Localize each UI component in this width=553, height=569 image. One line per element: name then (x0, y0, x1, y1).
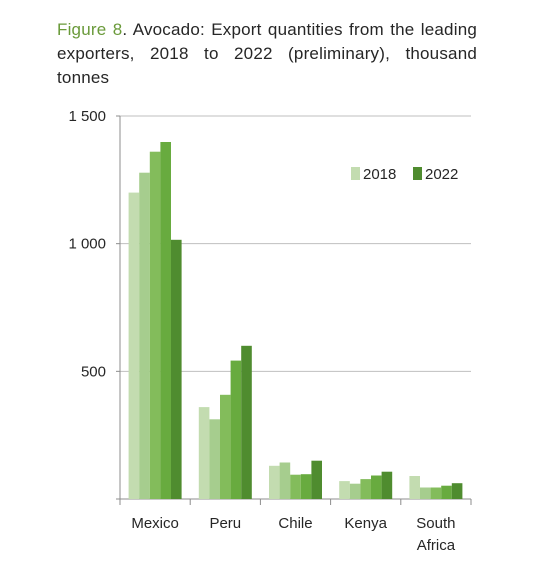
legend-label-2022: 2022 (425, 166, 458, 183)
bar-chile-2020 (290, 474, 301, 499)
bar-mexico-2018 (128, 192, 140, 499)
legend-label-2018: 2018 (363, 166, 396, 183)
bar-mexico-2020 (149, 151, 161, 499)
bar-peru-2019 (209, 419, 220, 499)
figure-label: Figure 8 (57, 20, 123, 39)
x-tick-label: South Africa (416, 515, 455, 554)
bar-chile-2018 (269, 465, 280, 499)
bar-south-africa-2019 (420, 487, 431, 499)
bar-south-africa-2018 (409, 476, 420, 499)
x-tick-label: Chile (278, 515, 312, 532)
bar-chile-2019 (279, 462, 291, 499)
bar-kenya-2020 (360, 479, 371, 499)
bar-chile-2022 (311, 460, 322, 499)
x-tick-label: Peru (209, 515, 241, 532)
y-tick-label: 1 000 (68, 236, 106, 253)
bar-kenya-2021 (371, 475, 382, 499)
title-text: . Avocado: Export quantities from the le… (57, 20, 477, 87)
x-tick-label: Mexico (131, 515, 179, 532)
bar-peru-2021 (230, 360, 242, 499)
bar-kenya-2018 (339, 481, 350, 499)
bar-south-africa-2020 (430, 487, 442, 499)
bar-peru-2022 (241, 345, 252, 499)
bar-south-africa-2021 (441, 485, 452, 499)
bar-mexico-2019 (139, 172, 150, 499)
bar-chile-2021 (300, 474, 312, 499)
bar-mexico-2021 (160, 142, 171, 499)
bar-kenya-2022 (381, 471, 393, 499)
x-tick-label: Kenya (344, 515, 387, 532)
chart-title: Figure 8. Avocado: Export quantities fro… (57, 18, 477, 90)
bar-peru-2020 (220, 394, 231, 499)
bar-peru-2018 (198, 407, 210, 499)
y-tick-label: 500 (81, 363, 106, 380)
bar-kenya-2019 (349, 483, 361, 499)
bar-south-africa-2022 (451, 483, 463, 499)
bar-mexico-2022 (171, 239, 182, 500)
legend-swatch-2022 (413, 167, 422, 180)
y-tick-label: 1 500 (68, 108, 106, 125)
legend-swatch-2018 (351, 167, 360, 180)
